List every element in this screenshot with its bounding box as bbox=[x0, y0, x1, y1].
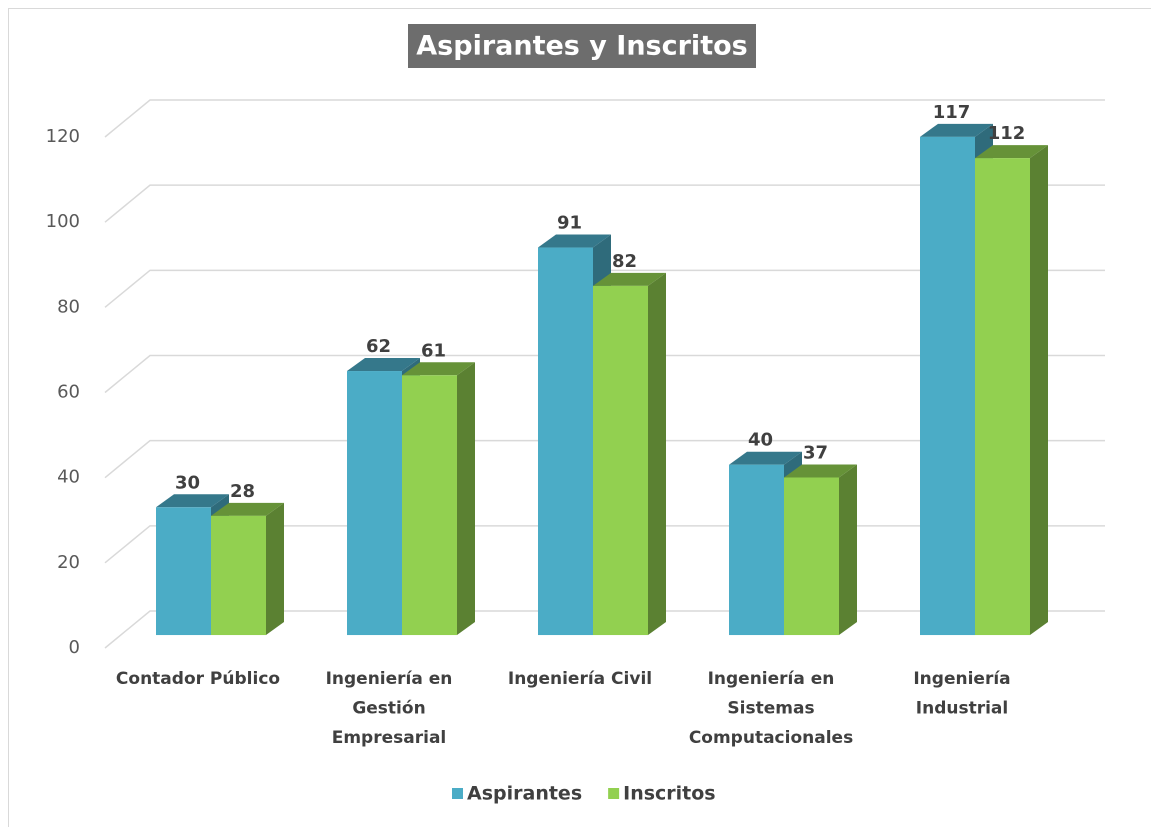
bar-top bbox=[211, 502, 284, 516]
bar-top bbox=[156, 494, 229, 508]
chart-title: Aspirantes y Inscritos bbox=[416, 31, 747, 62]
grid-line bbox=[104, 354, 1105, 394]
grid-line bbox=[104, 99, 1105, 138]
bar-side bbox=[839, 464, 857, 636]
bar-top bbox=[729, 451, 802, 465]
y-tick-label: 40 bbox=[57, 467, 80, 488]
legend-swatch bbox=[608, 788, 620, 799]
bar bbox=[784, 477, 839, 636]
bar-top bbox=[347, 358, 420, 372]
data-label: 40 bbox=[748, 430, 773, 451]
data-label: 62 bbox=[366, 336, 391, 357]
x-tick-label: Ingeniería Industrial bbox=[913, 669, 1010, 719]
y-tick-label: 100 bbox=[46, 211, 80, 232]
bar bbox=[593, 285, 648, 636]
x-tick-label: Ingeniería en Sistemas Computacionales bbox=[689, 669, 853, 748]
legend-label: Inscritos bbox=[623, 783, 716, 805]
grid-line bbox=[104, 184, 1105, 223]
bar-side bbox=[1030, 145, 1048, 636]
grid-line bbox=[104, 439, 1105, 479]
data-label: 37 bbox=[803, 442, 828, 463]
bar-top bbox=[538, 234, 611, 248]
y-tick-label: 20 bbox=[57, 552, 80, 573]
data-label: 61 bbox=[421, 340, 446, 361]
bar-side bbox=[266, 502, 284, 636]
data-label: 82 bbox=[612, 251, 637, 272]
bar bbox=[402, 375, 457, 636]
bar-top bbox=[402, 362, 475, 376]
bar-top bbox=[784, 464, 857, 478]
bar-top bbox=[975, 145, 1048, 159]
y-tick-label: 120 bbox=[46, 126, 80, 147]
bar-top bbox=[920, 123, 993, 137]
bar bbox=[156, 507, 211, 636]
legend-label: Aspirantes bbox=[467, 783, 582, 805]
bar-side bbox=[457, 362, 475, 636]
y-tick-label: 60 bbox=[57, 382, 80, 403]
title-box bbox=[408, 24, 756, 68]
data-label: 30 bbox=[175, 472, 200, 493]
bar-side bbox=[648, 272, 666, 636]
bar bbox=[211, 515, 266, 636]
bar-top bbox=[593, 272, 666, 286]
y-tick-label: 0 bbox=[69, 637, 80, 658]
bar bbox=[729, 464, 784, 636]
grid-line bbox=[104, 269, 1105, 308]
data-label: 91 bbox=[557, 213, 582, 234]
x-tick-label: Ingeniería en Gestión Empresarial bbox=[326, 669, 453, 748]
bar bbox=[975, 158, 1030, 636]
data-label: 112 bbox=[988, 123, 1026, 144]
legend-swatch bbox=[452, 788, 463, 799]
bar bbox=[538, 247, 593, 636]
bar bbox=[347, 371, 402, 636]
data-label: 117 bbox=[933, 102, 971, 123]
x-tick-label: Ingeniería Civil bbox=[508, 669, 652, 689]
bar bbox=[920, 136, 975, 636]
data-label: 28 bbox=[230, 481, 255, 502]
x-tick-label: Contador Público bbox=[116, 669, 280, 689]
y-tick-label: 80 bbox=[57, 296, 80, 317]
